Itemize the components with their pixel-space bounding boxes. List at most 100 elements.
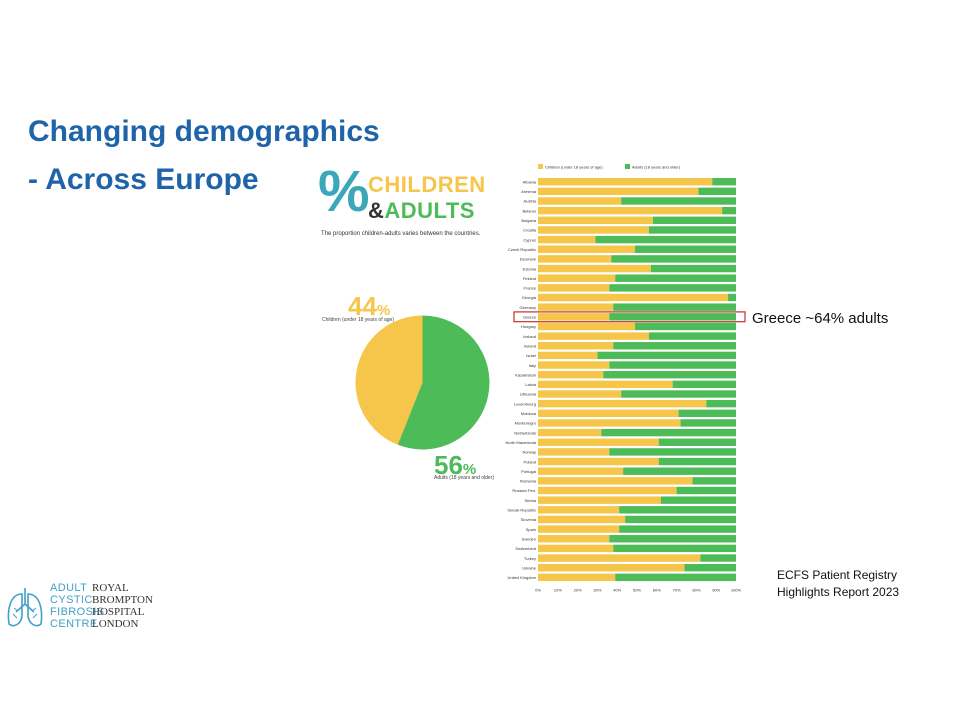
chart-legend: Children (under 18 years of age) Adults … [538, 164, 681, 170]
x-tick-label: 30% [593, 587, 601, 592]
country-label: Greece [523, 315, 537, 320]
country-label: Italy [529, 363, 536, 368]
legend-label-children: Children (under 18 years of age) [545, 165, 603, 170]
x-tick-label: 20% [574, 587, 582, 592]
country-label: Montenegro [515, 421, 537, 426]
logo-left-line: ADULT [50, 582, 88, 594]
bar-segment-adults [615, 274, 736, 282]
bar-segment-adults [728, 293, 736, 302]
bar-segment-children [538, 235, 596, 244]
bar-segment-adults [658, 457, 736, 466]
country-label: Croatia [523, 228, 537, 233]
bar-segment-adults [609, 535, 736, 543]
logo-right-line: HOSPITAL [92, 606, 145, 618]
logo-adults-word: &ADULTS [368, 198, 475, 224]
bar-segment-children [538, 245, 636, 253]
bar-segment-children [538, 322, 636, 331]
logo-left-line: FIBROSIS [50, 606, 105, 618]
bar-segment-children [538, 554, 701, 562]
x-tick-label: 90% [712, 587, 720, 592]
bar-segment-children [538, 371, 604, 379]
x-tick-label: 70% [673, 587, 681, 592]
country-label: Serbia [524, 498, 536, 503]
country-label: Sweden [522, 536, 536, 541]
bar-segment-adults [635, 245, 736, 253]
country-label: Poland [524, 459, 536, 464]
bar-segment-adults [621, 390, 736, 398]
slide-title: Changing demographics - Across Europe [28, 108, 380, 204]
bar-segment-adults [601, 428, 736, 437]
x-tick-label: 10% [554, 587, 562, 592]
bar-segment-children [538, 206, 723, 215]
bar-segment-children [538, 332, 649, 340]
bar-segment-adults [684, 564, 736, 572]
greece-highlight-box [513, 311, 746, 323]
country-label: France [524, 286, 537, 291]
bar-segment-adults [613, 342, 736, 350]
country-label: Albania [523, 179, 537, 184]
bar-segment-children [538, 438, 659, 446]
country-label: Portugal [521, 469, 536, 474]
legend-swatch-adults [625, 164, 630, 169]
title-line-2: - Across Europe [28, 163, 259, 196]
hospital-logo: ADULT CYSTIC FIBROSIS CENTRE ROYAL BROMP… [4, 582, 164, 632]
lungs-icon [7, 588, 43, 627]
bar-segment-children [538, 216, 653, 224]
legend-swatch-children [538, 164, 543, 169]
bar-segment-adults [609, 284, 736, 292]
bar-segment-adults [609, 448, 736, 456]
country-label: Denmark [520, 257, 536, 262]
bar-segment-adults [595, 235, 736, 244]
bar-segment-adults [619, 525, 736, 533]
bar-segment-children [538, 496, 661, 504]
bar-segment-adults [712, 178, 736, 186]
bar-segment-children [538, 264, 651, 273]
bar-segment-adults [652, 216, 736, 224]
country-label: Russian Fed. [512, 488, 536, 493]
logo-left-line: CYSTIC [50, 594, 93, 606]
logo-right-line: ROYAL [92, 582, 129, 594]
bar-segment-adults [650, 264, 736, 273]
x-tick-label: 50% [633, 587, 641, 592]
bar-segment-adults [611, 255, 736, 263]
bar-segment-adults [609, 361, 736, 369]
adults-word: ADULTS [384, 198, 475, 223]
adults-percentage: 56% [434, 452, 476, 483]
country-label: Austria [524, 199, 537, 204]
country-label: Switzerland [515, 546, 536, 551]
bar-segment-adults [613, 303, 736, 311]
bar-segment-adults [692, 477, 736, 485]
children-value: 44 [348, 291, 377, 321]
bars-group: Albania Armenia Austria Belarus Bulgaria Croa… [506, 178, 736, 582]
bar-segment-children [538, 284, 610, 292]
bar-segment-children [538, 506, 620, 514]
country-label: Hungary [521, 324, 536, 329]
adults-unit: % [462, 461, 477, 478]
bar-segment-adults [615, 573, 736, 582]
bar-segment-adults [635, 322, 736, 331]
x-tick-label: 60% [653, 587, 661, 592]
bar-segment-children [538, 226, 649, 234]
ampersand: & [368, 198, 385, 223]
bar-segment-children [538, 409, 679, 417]
country-label: Kazakhstan [515, 372, 536, 377]
bar-segment-children [538, 390, 622, 398]
bar-segment-children [538, 197, 622, 205]
children-percentage: 44% [348, 293, 390, 324]
x-axis-ticks: 0% 10% 20% 30% 40% 50% 60% 70% 80% 90% 100% [535, 587, 741, 592]
bar-segment-children [538, 187, 699, 196]
country-label: Ukraine [522, 565, 537, 570]
bar-segment-children [538, 342, 614, 350]
bar-segment-adults [722, 206, 736, 215]
stacked-bar-chart: Children (under 18 years of age) Adults … [506, 164, 746, 592]
children-unit: % [376, 302, 391, 319]
logo-right-line: LONDON [92, 618, 139, 630]
country-label: Bulgaria [521, 218, 536, 223]
country-label: Iceland [523, 334, 536, 339]
x-tick-label: 80% [692, 587, 700, 592]
country-label: Lithuania [520, 392, 537, 397]
x-tick-label: 0% [535, 587, 541, 592]
logo-text-right: ROYAL BROMPTON HOSPITAL LONDON [92, 582, 153, 630]
bar-segment-children [538, 448, 610, 456]
logo-text-left: ADULT CYSTIC FIBROSIS CENTRE [50, 582, 105, 630]
